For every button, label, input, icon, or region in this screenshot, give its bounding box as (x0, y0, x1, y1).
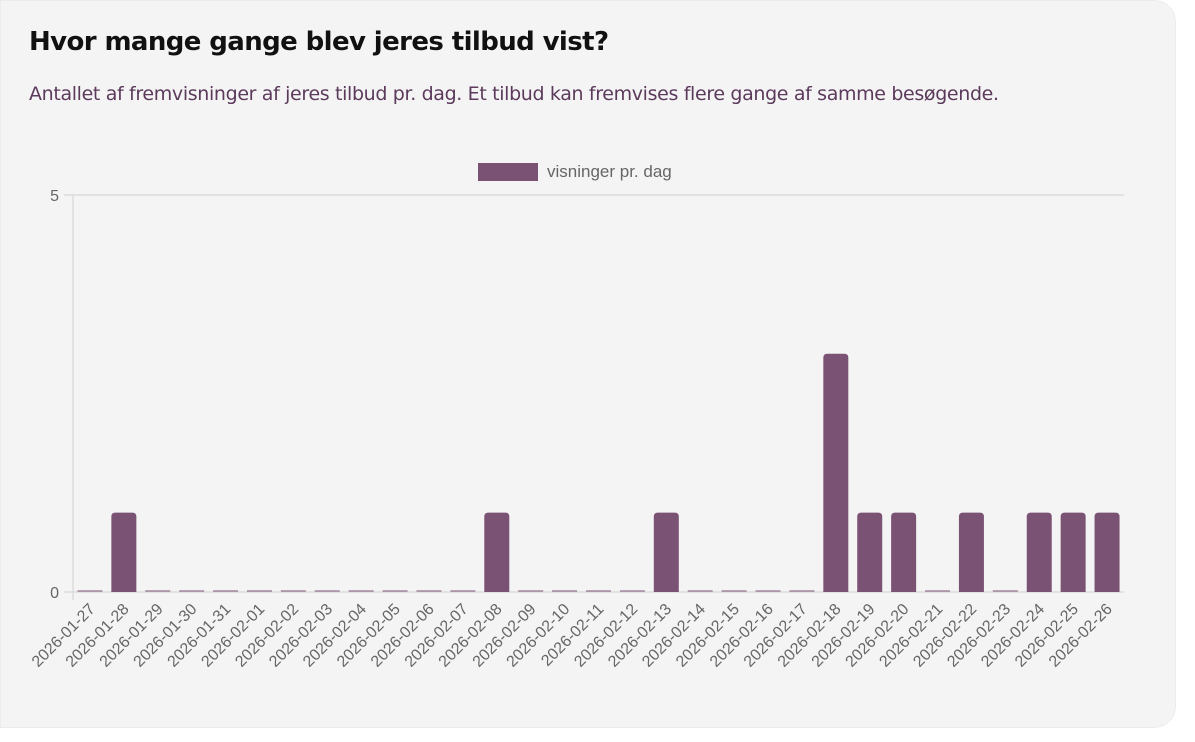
bar[interactable] (857, 512, 883, 592)
legend-label: visninger pr. dag (547, 162, 672, 181)
y-tick-label: 5 (50, 188, 59, 205)
bar[interactable] (111, 512, 137, 592)
chart-title: Hvor mange gange blev jeres tilbud vist? (29, 27, 609, 57)
bar[interactable] (958, 512, 984, 592)
bar[interactable] (1094, 512, 1120, 592)
bar[interactable] (484, 512, 510, 592)
bar[interactable] (1060, 512, 1086, 592)
y-tick-label: 0 (50, 585, 59, 602)
chart-card: Hvor mange gange blev jeres tilbud vist?… (0, 0, 1176, 728)
bar[interactable] (1026, 512, 1052, 592)
bar[interactable] (823, 353, 849, 592)
bar[interactable] (891, 512, 917, 592)
legend-swatch (478, 163, 538, 181)
chart-legend[interactable]: visninger pr. dag (478, 162, 672, 182)
bar[interactable] (653, 512, 679, 592)
chart-subtitle: Antallet af fremvisninger af jeres tilbu… (29, 83, 999, 105)
